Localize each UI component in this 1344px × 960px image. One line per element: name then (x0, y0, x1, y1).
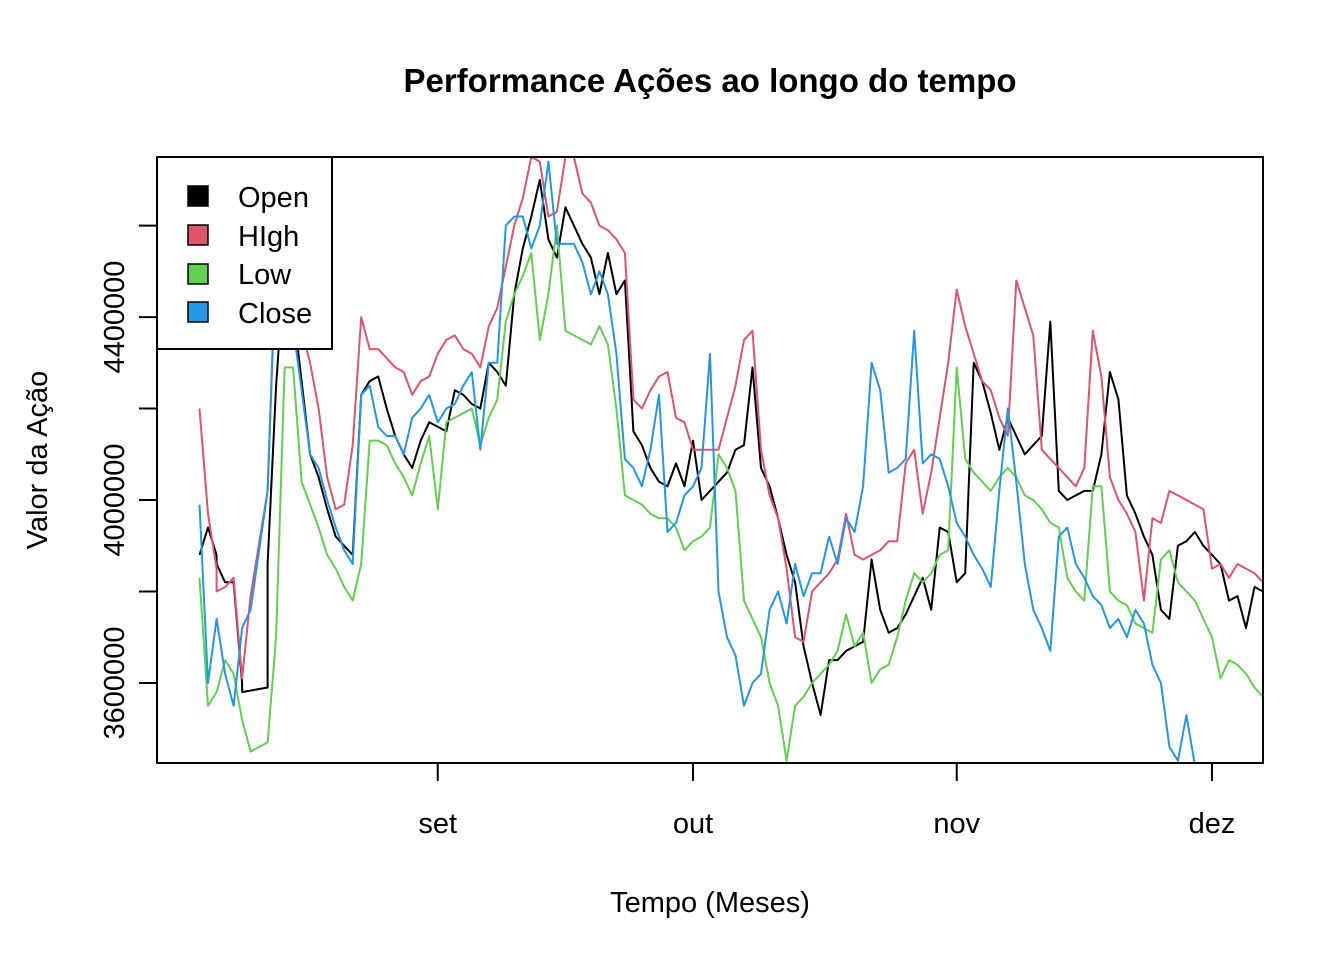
chart-title: Performance Ações ao longo do tempo (403, 62, 1016, 99)
series-line-high (198, 157, 1263, 680)
y-tick-label-3600000: 3600000 (99, 627, 131, 740)
series-line-open (198, 178, 1263, 716)
series-line-low (198, 224, 1263, 762)
legend-swatch-close (187, 301, 209, 323)
legend-label-high: HIgh (238, 221, 299, 253)
x-tick-label-dez: dez (1189, 808, 1236, 840)
legend-label-close: Close (238, 298, 312, 330)
legend-swatch-low (187, 263, 209, 285)
x-tick-label-out: out (673, 808, 713, 840)
series-line-close (198, 160, 1196, 763)
y-axis: 3600000 4000000 4400000 (99, 224, 158, 740)
x-axis-label: Tempo (Meses) (610, 887, 810, 919)
x-tick-label-nov: nov (933, 808, 980, 840)
legend-swatch-open (187, 185, 209, 207)
x-axis: set out nov dez (398, 762, 1236, 840)
y-tick-label-4000000: 4000000 (99, 444, 131, 557)
x-tick-label-set: set (418, 808, 457, 840)
y-axis-label: Valor da Ação (22, 371, 54, 549)
series-group (198, 157, 1263, 763)
legend-label-open: Open (238, 182, 309, 214)
legend: Open HIgh Low Close (156, 156, 333, 350)
legend-box (156, 156, 333, 350)
legend-swatch-high (187, 224, 209, 246)
legend-label-low: Low (238, 259, 292, 291)
y-tick-label-4400000: 4400000 (99, 261, 131, 374)
